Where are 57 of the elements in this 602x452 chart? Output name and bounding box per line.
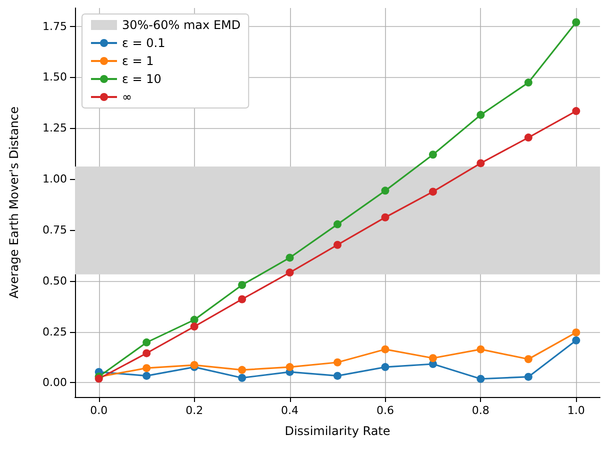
point: [476, 159, 485, 168]
y-tick-label: 1.00: [42, 172, 67, 186]
point: [572, 18, 580, 26]
x-tick-label: 0.0: [90, 404, 108, 417]
point: [572, 107, 580, 116]
legend-label: ε = 0.1: [122, 36, 166, 50]
y-tick-label: 1.75: [42, 20, 67, 33]
point: [334, 372, 342, 380]
point: [572, 336, 580, 344]
point: [428, 354, 437, 362]
y-axis-title: Average Earth Mover's Distance: [7, 106, 21, 299]
y-tick-label: 0.25: [42, 325, 67, 338]
x-tick-label: 1.0: [567, 404, 585, 417]
point: [476, 374, 485, 383]
y-tick-label: 0.00: [42, 376, 67, 390]
y-tick-label: 0.50: [42, 274, 67, 288]
point: [381, 186, 390, 195]
point: [381, 363, 390, 372]
point: [238, 366, 246, 374]
legend-label: 30%-60% max EMD: [122, 18, 241, 32]
point: [524, 372, 532, 381]
point: [334, 358, 342, 366]
legend-label: ε = 1: [122, 54, 154, 68]
point: [286, 268, 294, 277]
x-tick-label: 0.6: [376, 404, 394, 417]
y-tick-label: 1.25: [42, 122, 67, 135]
y-tick-label: 1.50: [42, 70, 67, 84]
x-tick-label: 0.2: [186, 404, 204, 417]
point: [190, 316, 198, 324]
point: [572, 328, 580, 336]
point: [286, 254, 294, 262]
point: [381, 345, 390, 354]
point: [524, 78, 532, 87]
x-tick-label: 0.8: [472, 404, 490, 417]
point: [142, 338, 151, 346]
x-tick-label: 0.4: [281, 404, 299, 417]
point: [476, 345, 485, 354]
point: [524, 134, 532, 142]
point: [286, 363, 294, 372]
point: [142, 364, 151, 372]
point: [476, 110, 485, 119]
legend-label: ∞: [122, 90, 132, 104]
point: [238, 374, 246, 382]
point: [428, 188, 437, 196]
point: [381, 213, 390, 222]
point: [524, 355, 532, 364]
point: [142, 372, 151, 380]
point: [334, 240, 342, 249]
x-axis-title: Dissimilarity Rate: [284, 424, 390, 438]
point: [334, 220, 342, 228]
point: [238, 295, 246, 304]
point: [142, 349, 151, 358]
point: [190, 322, 198, 331]
legend-label: ε = 10: [122, 72, 162, 86]
point: [428, 150, 437, 159]
y-tick-label: 0.75: [42, 223, 67, 236]
point: [238, 280, 246, 289]
